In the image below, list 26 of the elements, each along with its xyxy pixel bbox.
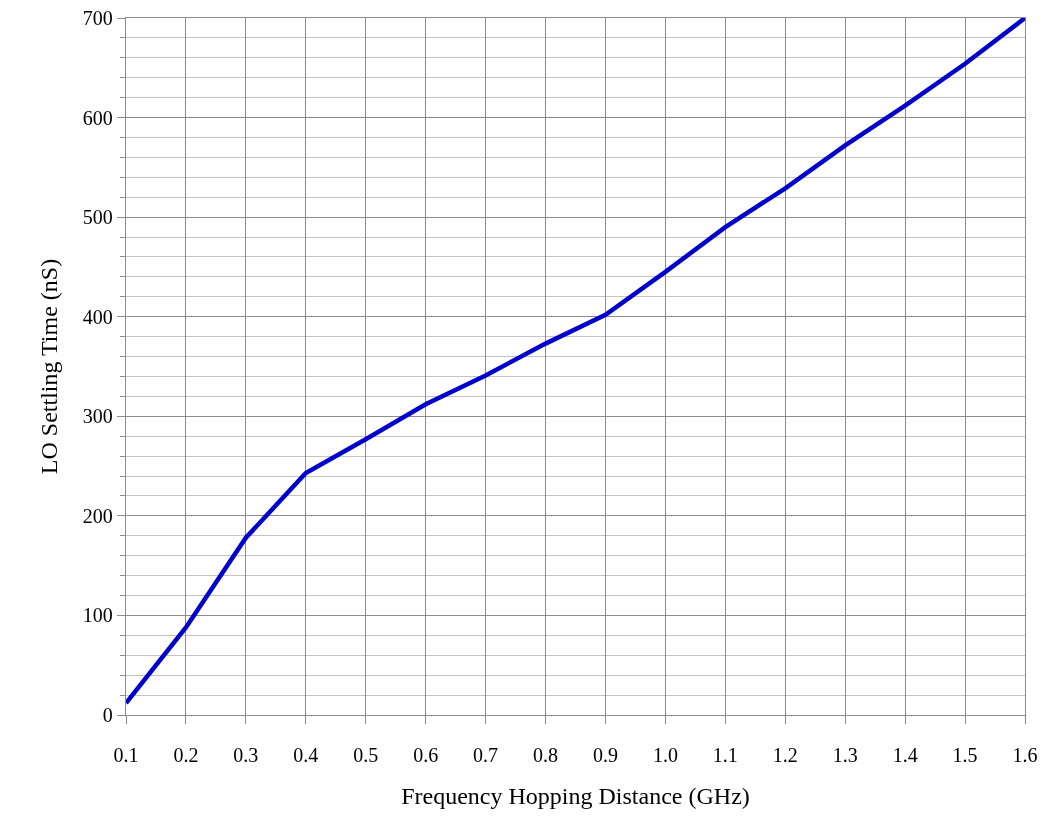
y-tick-label: 0 — [102, 704, 113, 726]
x-tick-label: 1.5 — [952, 744, 978, 767]
x-tick-label: 0.6 — [413, 744, 439, 767]
y-tick-label: 100 — [82, 604, 113, 627]
x-tick-label: 0.3 — [233, 744, 259, 767]
y-tick-label: 600 — [82, 106, 113, 129]
x-tick-label: 0.9 — [592, 744, 618, 767]
y-axis-title: LO Settling Time (nS) — [35, 258, 62, 475]
x-tick-label: 0.1 — [113, 744, 139, 767]
x-tick-label: 0.4 — [293, 744, 319, 767]
x-tick-label: 0.7 — [473, 744, 499, 767]
y-tick-label: 400 — [82, 305, 113, 328]
y-tick-label: 300 — [82, 405, 113, 428]
x-tick-label: 1.4 — [892, 744, 918, 767]
x-tick-label: 1.0 — [652, 744, 678, 767]
y-tick-label: 200 — [82, 504, 113, 527]
x-axis-title: Frequency Hopping Distance (GHz) — [401, 783, 750, 810]
x-tick-label: 0.2 — [173, 744, 199, 767]
x-tick-label: 1.3 — [832, 744, 858, 767]
x-tick-label: 1.6 — [1012, 744, 1038, 767]
x-tick-label: 0.8 — [533, 744, 559, 767]
x-tick-label: 1.2 — [772, 744, 798, 767]
y-tick-label: 700 — [82, 7, 113, 29]
x-tick-label: 0.5 — [353, 744, 379, 767]
y-tick-label: 500 — [82, 206, 113, 229]
x-tick-label: 1.1 — [712, 744, 738, 767]
